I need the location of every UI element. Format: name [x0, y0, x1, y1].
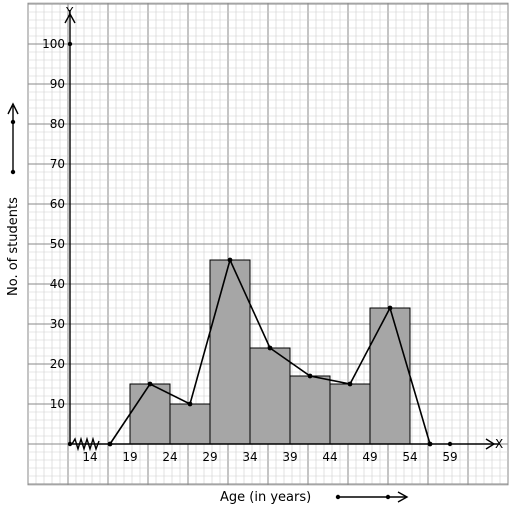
x-tick-label: 34 — [242, 450, 257, 464]
x-tick-label: 49 — [362, 450, 377, 464]
y-tick-label: 80 — [50, 117, 65, 131]
x-tick-label: 14 — [82, 450, 97, 464]
y-tick-label: 50 — [50, 237, 65, 251]
x-axis-label: Age (in years) — [220, 490, 311, 505]
x-tick-label: 44 — [322, 450, 337, 464]
y-tick-label: 40 — [50, 277, 65, 291]
axis-break-zigzag — [71, 436, 100, 452]
y-axis-arrow — [64, 12, 76, 24]
polygon-point — [427, 441, 433, 447]
polygon-point — [147, 381, 153, 387]
x-direction-arrow — [335, 491, 409, 503]
x-tick-label: 24 — [162, 450, 177, 464]
polygon-point — [187, 401, 193, 407]
polygon-point — [107, 441, 113, 447]
y-tick-label: 10 — [50, 397, 65, 411]
y-tick-label: 60 — [50, 197, 65, 211]
x-tick-label: 54 — [402, 450, 417, 464]
x-axis-point — [447, 441, 453, 447]
polygon-point — [307, 373, 313, 379]
origin-point — [67, 441, 73, 447]
y-tick-label: 30 — [50, 317, 65, 331]
x-tick-label: 29 — [202, 450, 217, 464]
x-tick-label: 19 — [122, 450, 137, 464]
x-axis-letter: X — [495, 437, 503, 451]
y-tick-label: 90 — [50, 77, 65, 91]
x-axis-arrow — [485, 438, 496, 450]
x-tick-label: 39 — [282, 450, 297, 464]
polygon-point — [347, 381, 353, 387]
x-tick-label: 59 — [442, 450, 457, 464]
y-axis-label: No. of students — [6, 197, 21, 296]
histogram-bar — [169, 403, 211, 445]
histogram-bar — [249, 347, 291, 445]
polygon-point — [227, 257, 233, 263]
y-top-point — [67, 41, 73, 47]
histogram-bar — [369, 307, 411, 445]
polygon-point — [387, 305, 393, 311]
y-axis-letter: Y — [65, 5, 74, 19]
histogram-bars — [129, 259, 411, 445]
histogram-bar — [289, 375, 331, 445]
y-tick-label: 100 — [42, 37, 65, 51]
polygon-point — [267, 345, 273, 351]
y-tick-labels: 10 20 30 40 50 60 70 80 90 100 — [42, 37, 65, 411]
histogram-bar — [329, 383, 371, 445]
y-tick-label: 20 — [50, 357, 65, 371]
y-direction-arrow — [7, 102, 19, 175]
y-tick-label: 70 — [50, 157, 65, 171]
histogram-bar — [129, 383, 171, 445]
histogram-bar — [209, 259, 251, 445]
x-tick-labels: 14 19 24 29 34 39 44 49 54 59 — [82, 450, 457, 464]
axis-labels: Age (in years) No. of students — [6, 102, 409, 505]
frequency-polygon — [107, 257, 453, 447]
